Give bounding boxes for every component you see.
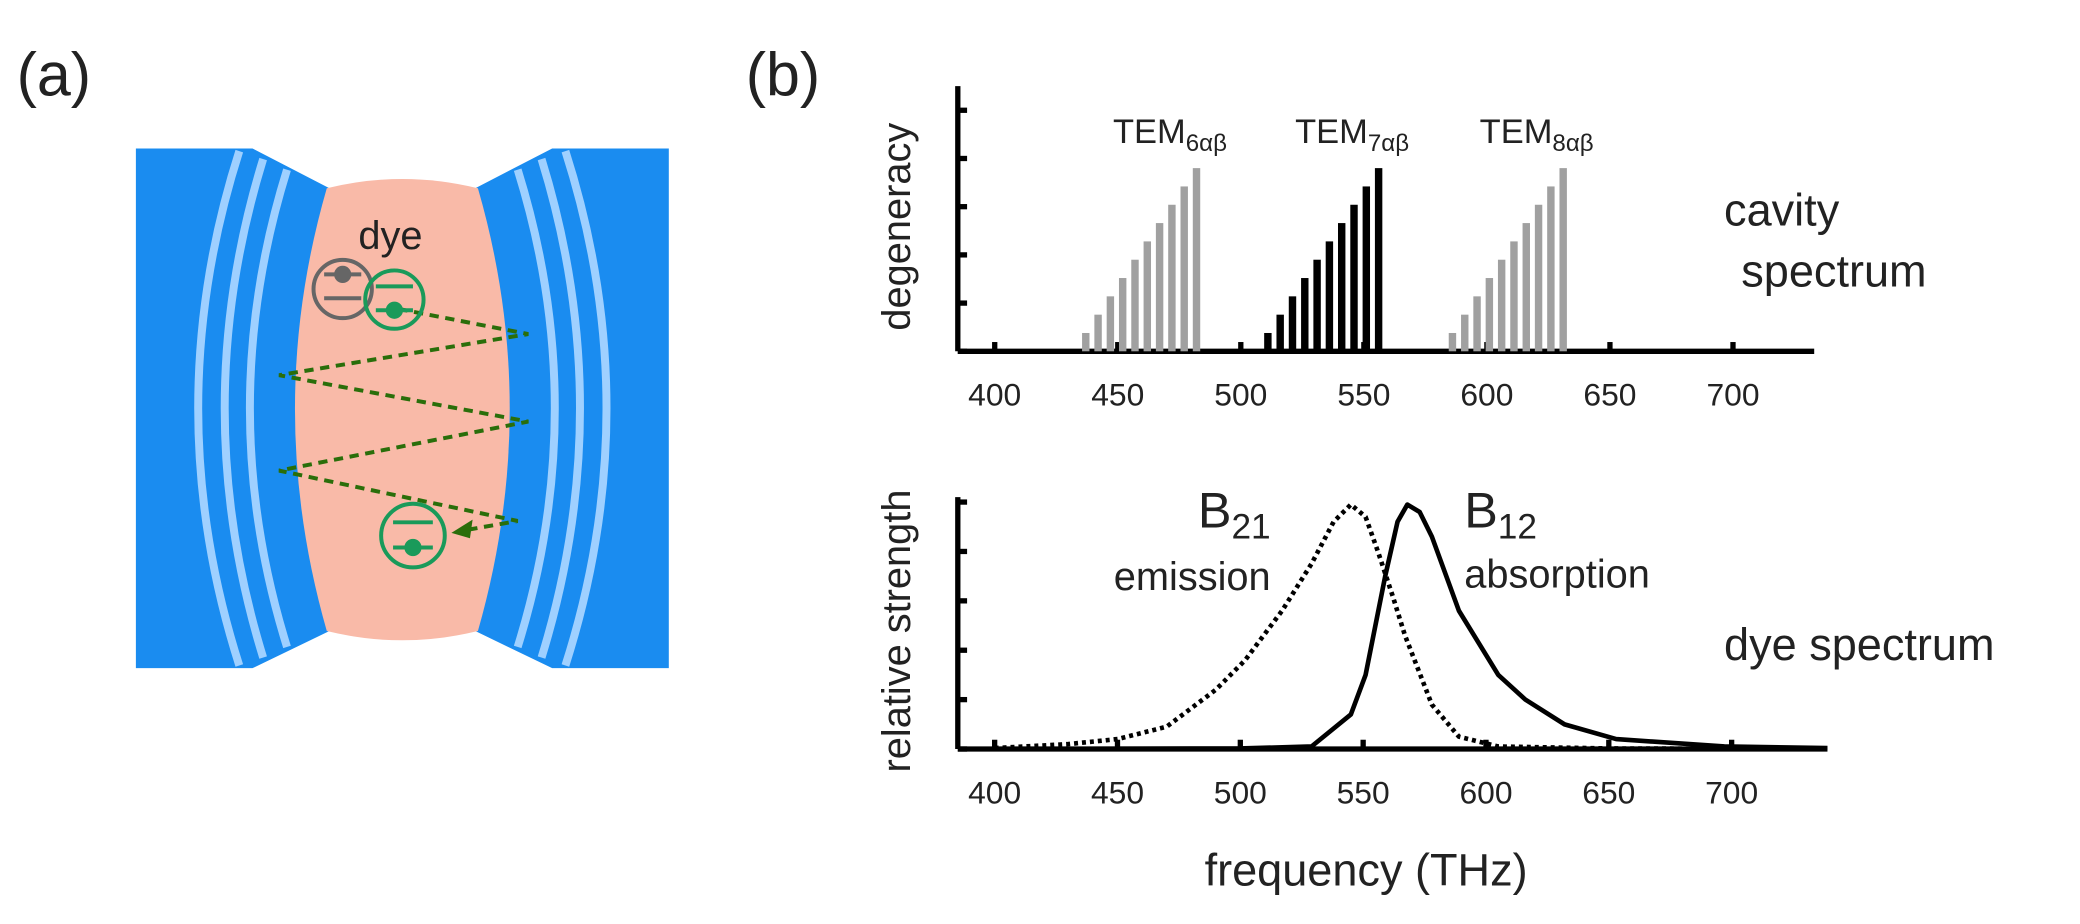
bar [1082, 332, 1090, 352]
bar [1485, 278, 1494, 352]
bar [1473, 296, 1481, 352]
x-tick-label: 400 [968, 774, 1021, 810]
dye-medium [294, 178, 510, 641]
bar [1106, 296, 1115, 352]
molecule-excited [363, 268, 426, 331]
series-label: B21 [1198, 482, 1271, 547]
series-label-main: TEM [1113, 113, 1186, 151]
x-tick-label: 600 [1459, 774, 1512, 810]
bar [1534, 204, 1543, 352]
series-label: TEM7αβ [1295, 113, 1409, 157]
series-description: absorption [1464, 552, 1650, 596]
series-label-main: TEM [1295, 113, 1368, 151]
bar [1288, 296, 1297, 352]
bar [1547, 186, 1555, 352]
series-label-sub: 12 [1498, 508, 1537, 547]
y-axis-label: relative strength [875, 490, 919, 773]
series-label: TEM6αβ [1113, 113, 1227, 157]
bar [1337, 223, 1346, 352]
bar [1497, 259, 1506, 352]
panel-label: (b) [746, 40, 821, 108]
x-tick-label: 550 [1337, 774, 1390, 810]
series-label: B12 [1464, 482, 1537, 547]
bar [1448, 332, 1457, 352]
bar [1094, 314, 1102, 352]
series-label-main: B [1464, 482, 1498, 539]
series-label-sub: 8αβ [1552, 130, 1593, 157]
x-tick-label: 400 [968, 377, 1021, 413]
mirror-coatings [194, 149, 611, 667]
molecule-excited [379, 501, 447, 570]
x-tick-label: 650 [1583, 377, 1636, 413]
series-label-sub: 6αβ [1186, 130, 1227, 157]
bar [1155, 223, 1164, 352]
panel-label: (a) [17, 40, 92, 108]
x-tick-label: 450 [1091, 774, 1144, 810]
x-tick-label: 500 [1214, 377, 1267, 413]
dye-label: dye [358, 214, 422, 258]
x-tick-label: 500 [1214, 774, 1267, 810]
bar [1180, 186, 1188, 352]
series-label: TEM8αβ [1480, 113, 1594, 157]
x-tick-label: 600 [1460, 377, 1513, 413]
bar [1276, 314, 1284, 352]
series-label-main: TEM [1480, 113, 1553, 151]
x-tick-label: 550 [1337, 377, 1390, 413]
bar [1522, 223, 1530, 352]
series-label-main: B [1198, 482, 1232, 539]
curve [994, 502, 1828, 752]
annotation: cavity [1724, 184, 1840, 235]
bar [1374, 168, 1383, 352]
x-tick-label: 700 [1706, 377, 1759, 413]
molecule-ground [311, 257, 374, 321]
annotation: dye spectrum [1724, 619, 1995, 670]
arrow-head [451, 519, 473, 539]
cavity-diagram: dye [135, 148, 669, 669]
bar [1510, 241, 1518, 352]
bar [1168, 204, 1176, 352]
bar [1325, 241, 1334, 352]
series-label-sub: 21 [1231, 508, 1270, 547]
series-description: emission [1114, 555, 1271, 599]
annotation: spectrum [1741, 245, 1926, 296]
bar [1313, 259, 1321, 352]
x-axis-label: frequency (THz) [1205, 845, 1528, 896]
bar [1118, 278, 1127, 352]
bar [1559, 168, 1567, 352]
x-tick-label: 650 [1582, 774, 1635, 810]
bar [1192, 168, 1201, 352]
y-axis-label: degeneracy [875, 123, 919, 331]
bar [1350, 204, 1358, 352]
bar [1143, 241, 1152, 352]
bar [1264, 332, 1272, 352]
left-mirror [135, 148, 330, 669]
light-path [278, 306, 529, 533]
curve [994, 502, 1828, 752]
bar [1461, 314, 1469, 352]
x-tick-label: 700 [1705, 774, 1758, 810]
bar [1131, 259, 1139, 352]
series-label-sub: 7αβ [1368, 130, 1409, 157]
bar [1362, 186, 1371, 352]
right-mirror [475, 148, 669, 669]
x-tick-label: 450 [1091, 377, 1144, 413]
bar [1301, 278, 1309, 352]
